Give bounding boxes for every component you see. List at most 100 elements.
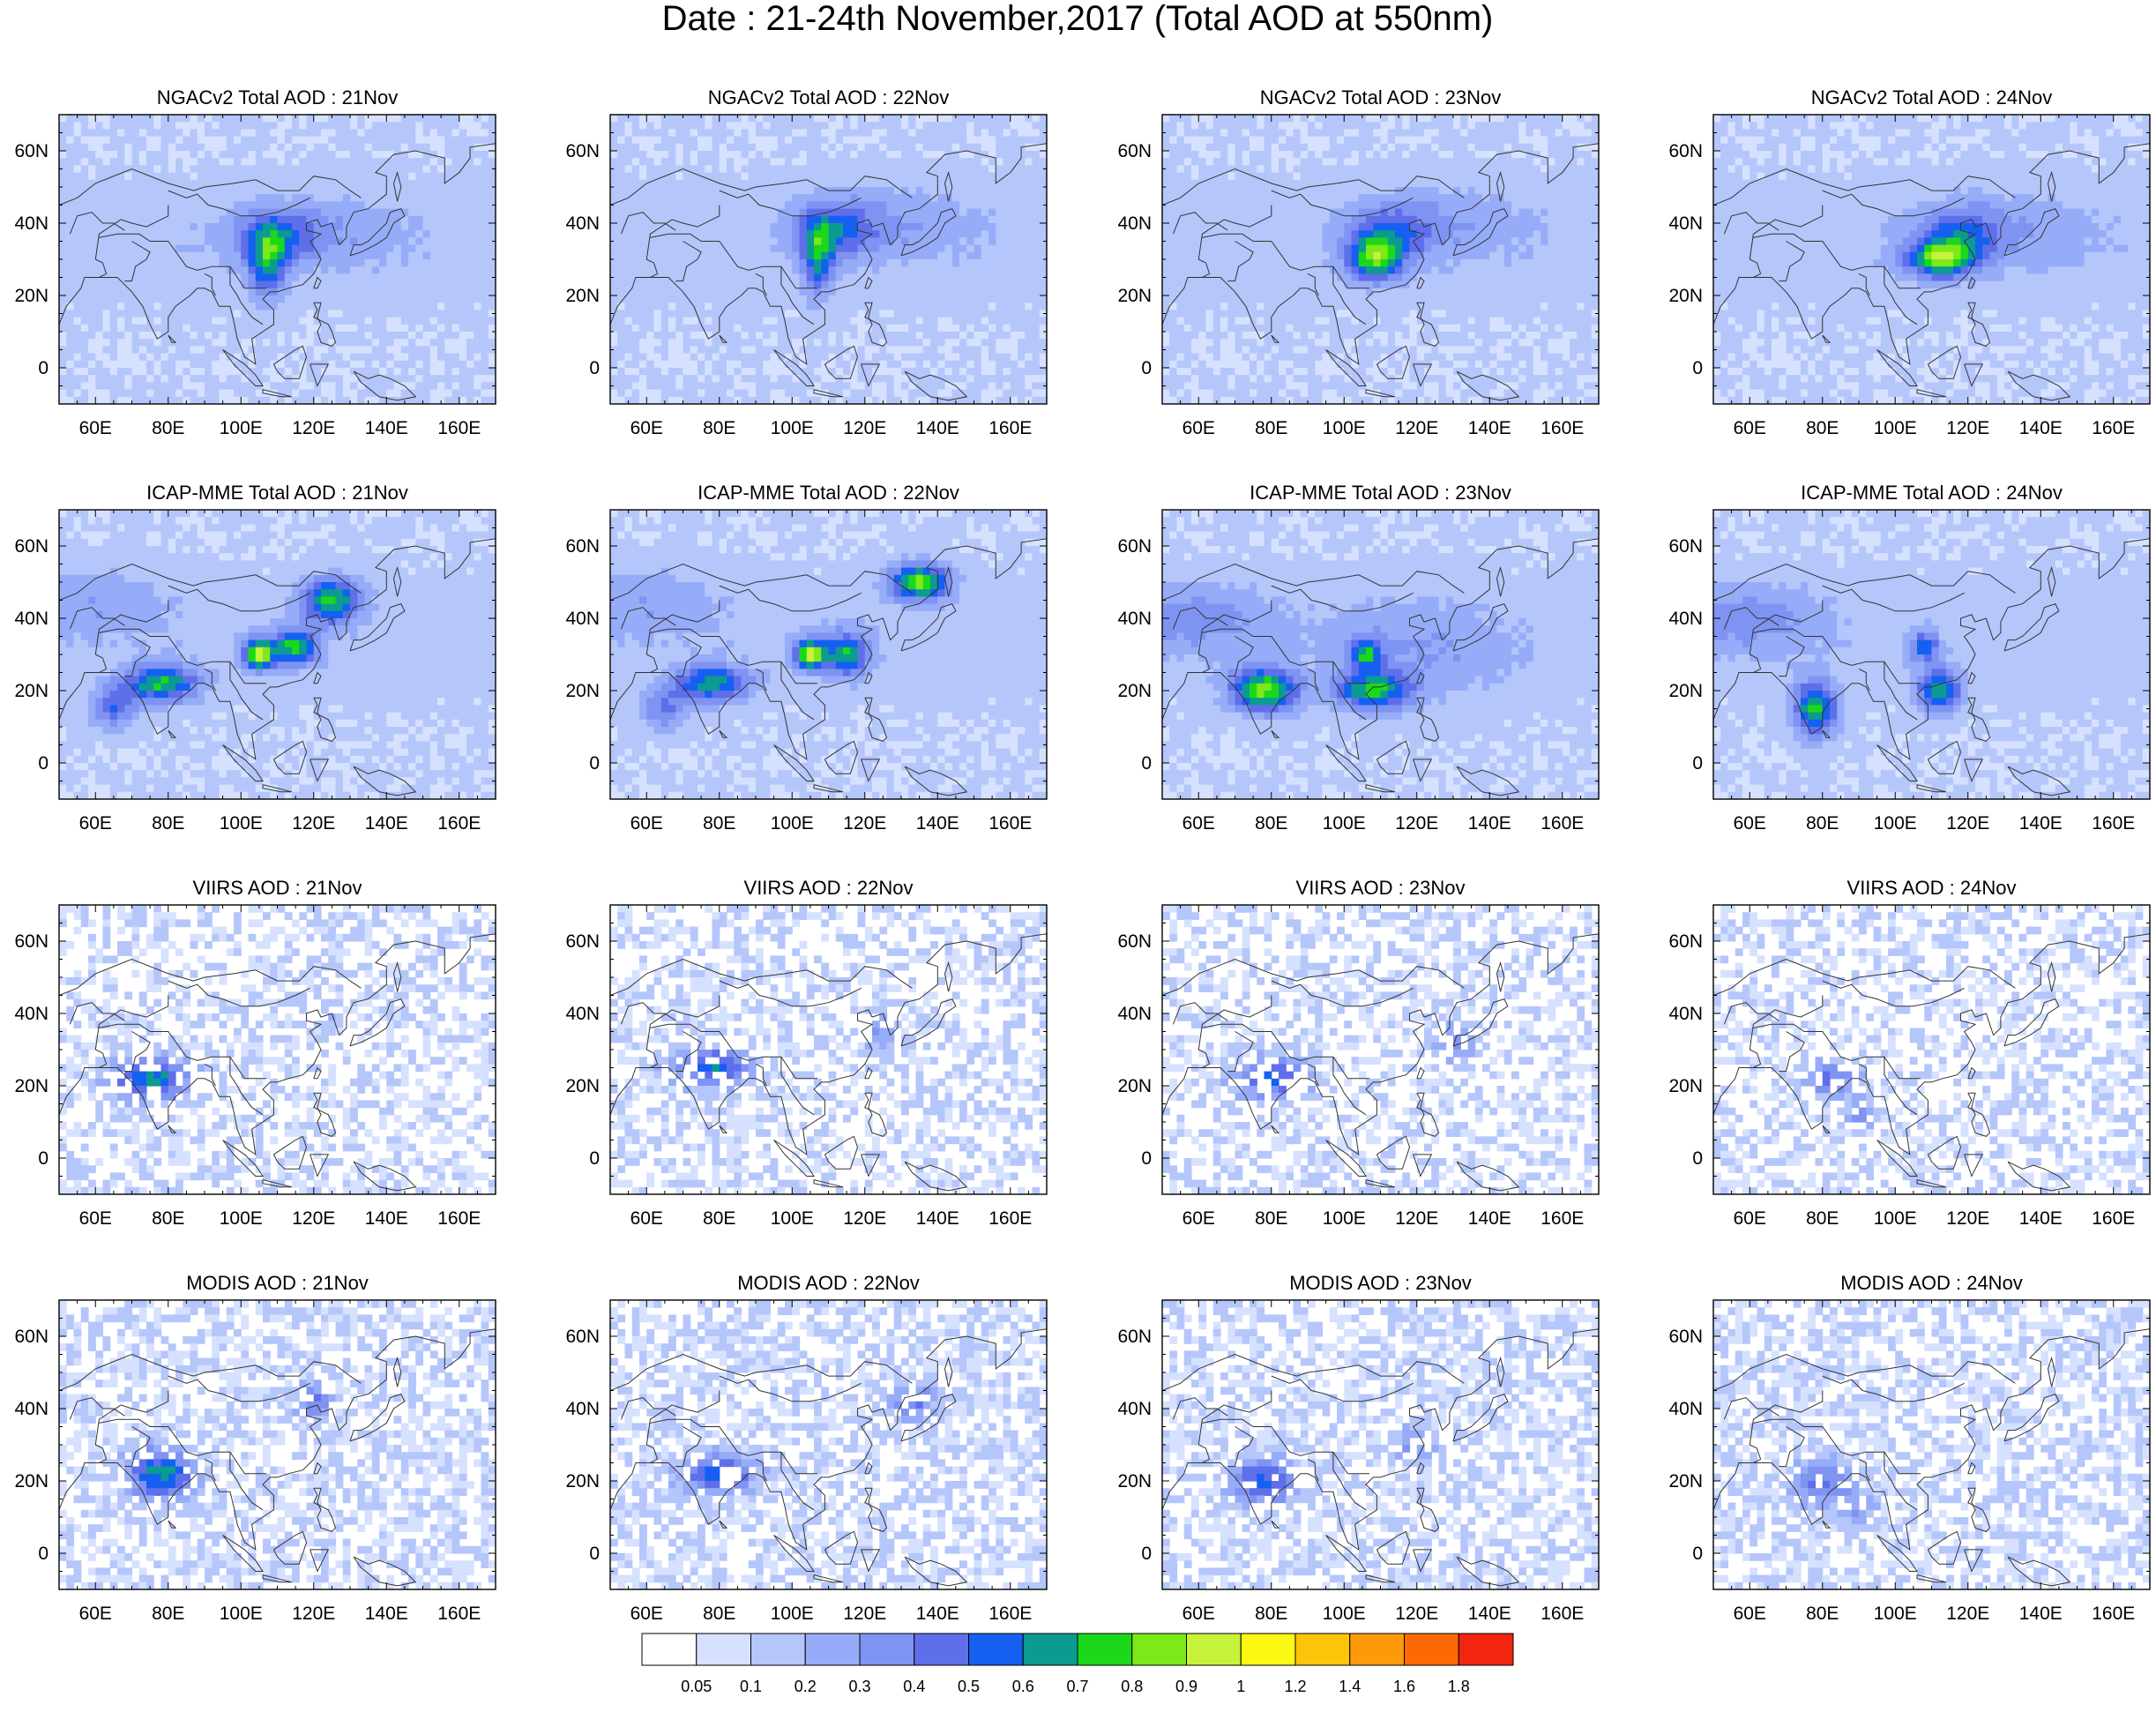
lon-tick-label: 120E	[1395, 418, 1438, 438]
lon-tick-label: 100E	[771, 1208, 814, 1229]
colorbar-swatch	[1022, 1633, 1078, 1666]
lat-tick-label: 60N	[565, 536, 600, 557]
map-panel: ICAP-MME Total AOD : 24Nov 60E 80E 100E 120E…	[1668, 482, 2151, 834]
coastline-map	[1713, 143, 2150, 401]
lon-tick-label: 80E	[1806, 1604, 1839, 1624]
coastline-map	[610, 933, 1047, 1192]
lat-tick-label: 60N	[565, 1327, 600, 1347]
lon-tick-label: 140E	[2019, 1604, 2063, 1624]
lon-tick-label: 80E	[703, 418, 735, 438]
lat-tick-label: 0	[1141, 753, 1152, 774]
aod-field	[610, 510, 1047, 799]
map-panel: NGACv2 Total AOD : 23Nov 60E 80E 100E 120E 14…	[1117, 86, 1600, 438]
panel-title: MODIS AOD : 24Nov	[1840, 1272, 2023, 1294]
lat-tick-label: 60N	[1668, 536, 1703, 557]
lat-tick-label: 20N	[565, 681, 600, 701]
lat-tick-label: 0	[1141, 1544, 1152, 1564]
colorbar-swatch	[1294, 1633, 1351, 1666]
lat-tick-label: 40N	[1668, 1399, 1703, 1419]
lat-tick-label: 60N	[14, 536, 48, 557]
lon-tick-label: 120E	[1946, 813, 1989, 834]
lat-tick-label: 20N	[1668, 1076, 1703, 1096]
lon-tick-label: 120E	[292, 1208, 335, 1229]
lon-tick-label: 60E	[1182, 813, 1215, 834]
lat-tick-label: 60N	[1668, 141, 1703, 161]
lon-tick-label: 60E	[79, 418, 112, 438]
lon-tick-label: 100E	[1874, 813, 1917, 834]
lon-tick-label: 120E	[292, 813, 335, 834]
colorbar-swatch	[1077, 1633, 1133, 1666]
coastline-map	[1162, 1328, 1599, 1587]
lat-tick-label: 40N	[14, 1004, 48, 1024]
panel-title: NGACv2 Total AOD : 23Nov	[1260, 86, 1502, 108]
map-panel: VIIRS AOD : 24Nov 60E 80E 100E 120E 140E 160E 6…	[1668, 877, 2151, 1229]
lon-tick-label: 140E	[1468, 1604, 1511, 1624]
lon-tick-label: 140E	[365, 1604, 408, 1624]
lat-tick-label: 60N	[1668, 931, 1703, 952]
colorbar-label: 1	[1236, 1678, 1245, 1695]
lon-tick-label: 140E	[2019, 813, 2063, 834]
lat-tick-label: 40N	[14, 213, 48, 234]
colorbar-swatch	[1186, 1633, 1242, 1666]
lat-tick-label: 20N	[14, 1471, 48, 1492]
coastline-map	[59, 538, 496, 796]
panel-title: MODIS AOD : 21Nov	[186, 1272, 369, 1294]
lat-tick-label: 40N	[1117, 609, 1152, 629]
lon-tick-label: 80E	[152, 1604, 184, 1624]
lon-tick-label: 120E	[843, 418, 886, 438]
lat-tick-label: 0	[38, 1148, 48, 1169]
lat-tick-label: 20N	[1117, 1471, 1152, 1492]
lat-tick-label: 20N	[565, 1076, 600, 1096]
lat-tick-label: 40N	[14, 1399, 48, 1419]
lon-tick-label: 120E	[843, 1208, 886, 1229]
lat-tick-label: 60N	[565, 141, 600, 161]
lat-tick-label: 40N	[1117, 1004, 1152, 1024]
lon-tick-label: 140E	[2019, 418, 2063, 438]
lon-tick-label: 60E	[1734, 418, 1766, 438]
lon-tick-label: 160E	[1541, 1604, 1584, 1624]
lat-tick-label: 20N	[1668, 286, 1703, 306]
coastline-map	[1713, 538, 2150, 796]
lon-tick-label: 120E	[292, 418, 335, 438]
lon-tick-label: 80E	[1806, 1208, 1839, 1229]
aod-field	[59, 905, 496, 1194]
lat-tick-label: 60N	[1668, 1327, 1703, 1347]
lon-tick-label: 60E	[630, 418, 663, 438]
map-panel: MODIS AOD : 24Nov 60E 80E 100E 120E 140E 160E 6…	[1668, 1272, 2151, 1624]
colorbar-label: 0.2	[795, 1678, 817, 1695]
lon-tick-label: 120E	[1395, 1604, 1438, 1624]
lon-tick-label: 120E	[1946, 1208, 1989, 1229]
map-panel: VIIRS AOD : 21Nov 60E 80E 100E 120E 140E 160E 6…	[14, 877, 496, 1229]
colorbar-swatch	[914, 1633, 969, 1666]
colorbar-label: 0.4	[903, 1678, 925, 1695]
figure-title: Date : 21-24th November,2017 (Total AOD …	[662, 0, 1494, 38]
colorbar-label: 0.5	[958, 1678, 980, 1695]
aod-field	[1713, 1300, 2150, 1589]
lat-tick-label: 40N	[565, 213, 600, 234]
lon-tick-label: 80E	[703, 1208, 735, 1229]
lon-tick-label: 80E	[1255, 813, 1287, 834]
lon-tick-label: 100E	[220, 1604, 263, 1624]
coastline-map	[610, 538, 1047, 796]
aod-field	[59, 510, 496, 799]
colorbar-swatch	[1349, 1633, 1405, 1666]
lat-tick-label: 40N	[14, 609, 48, 629]
lat-tick-label: 40N	[565, 1004, 600, 1024]
colorbar-label: 0.7	[1066, 1678, 1088, 1695]
lon-tick-label: 160E	[437, 1208, 481, 1229]
lon-tick-label: 120E	[843, 813, 886, 834]
panel-title: MODIS AOD : 22Nov	[737, 1272, 920, 1294]
lon-tick-label: 120E	[292, 1604, 335, 1624]
lat-tick-label: 20N	[14, 681, 48, 701]
lat-tick-label: 20N	[14, 286, 48, 306]
colorbar: 0.05 0.1 0.2 0.3 0.4 0.5 0.6 0.7 0.8 0.9 1 1.2 1.4 1.…	[641, 1633, 1514, 1695]
coastline-map	[610, 1328, 1047, 1587]
lon-tick-label: 100E	[220, 813, 263, 834]
lon-tick-label: 160E	[2092, 1208, 2135, 1229]
aod-field	[610, 115, 1047, 404]
lat-tick-label: 20N	[14, 1076, 48, 1096]
lon-tick-label: 160E	[437, 1604, 481, 1624]
lon-tick-label: 140E	[1468, 813, 1511, 834]
lat-tick-label: 40N	[565, 1399, 600, 1419]
panel-grid: NGACv2 Total AOD : 21Nov 60E 80E 100E 120E 14…	[14, 86, 2151, 1624]
